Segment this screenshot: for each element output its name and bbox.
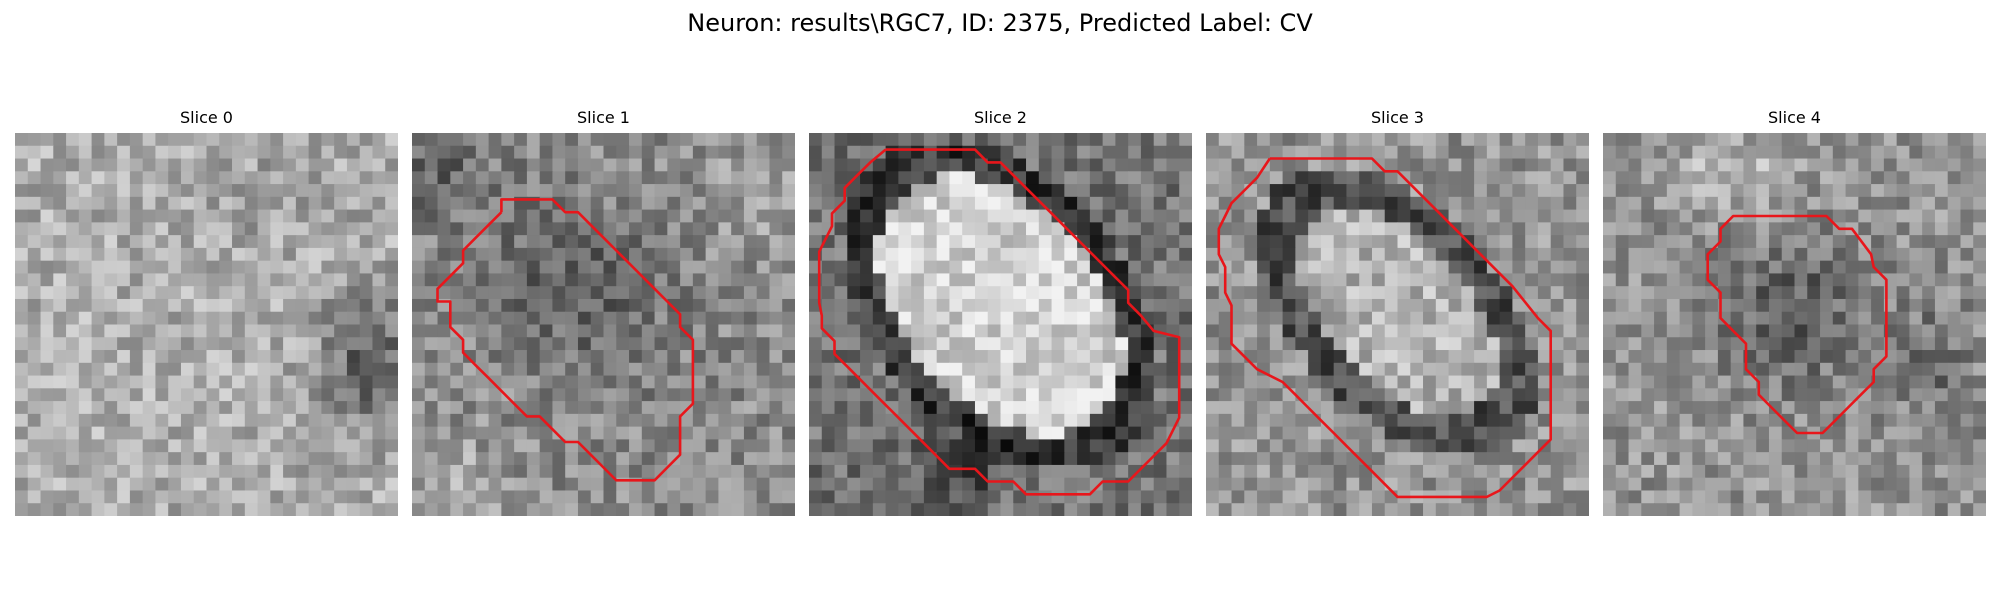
slice-image <box>1206 133 1589 516</box>
slice-title: Slice 2 <box>974 108 1027 127</box>
slice-title: Slice 4 <box>1768 108 1821 127</box>
slice-image <box>412 133 795 516</box>
slice-panel-1: Slice 1 <box>412 108 795 516</box>
slice-panel-2: Slice 2 <box>809 108 1192 516</box>
segmentation-contour <box>817 148 1181 496</box>
slice-title: Slice 0 <box>180 108 233 127</box>
segmentation-contour <box>1706 214 1888 435</box>
slice-panel-3: Slice 3 <box>1206 108 1589 516</box>
slice-title: Slice 3 <box>1371 108 1424 127</box>
segmentation-contour <box>1217 157 1553 499</box>
slice-panel-4: Slice 4 <box>1603 108 1986 516</box>
slice-image <box>15 133 398 516</box>
slice-image <box>809 133 1192 516</box>
slice-image <box>1603 133 1986 516</box>
figure-title: Neuron: results\RGC7, ID: 2375, Predicte… <box>687 9 1313 37</box>
slice-panel-0: Slice 0 <box>15 108 398 516</box>
segmentation-contour <box>436 198 695 482</box>
slice-title: Slice 1 <box>577 108 630 127</box>
